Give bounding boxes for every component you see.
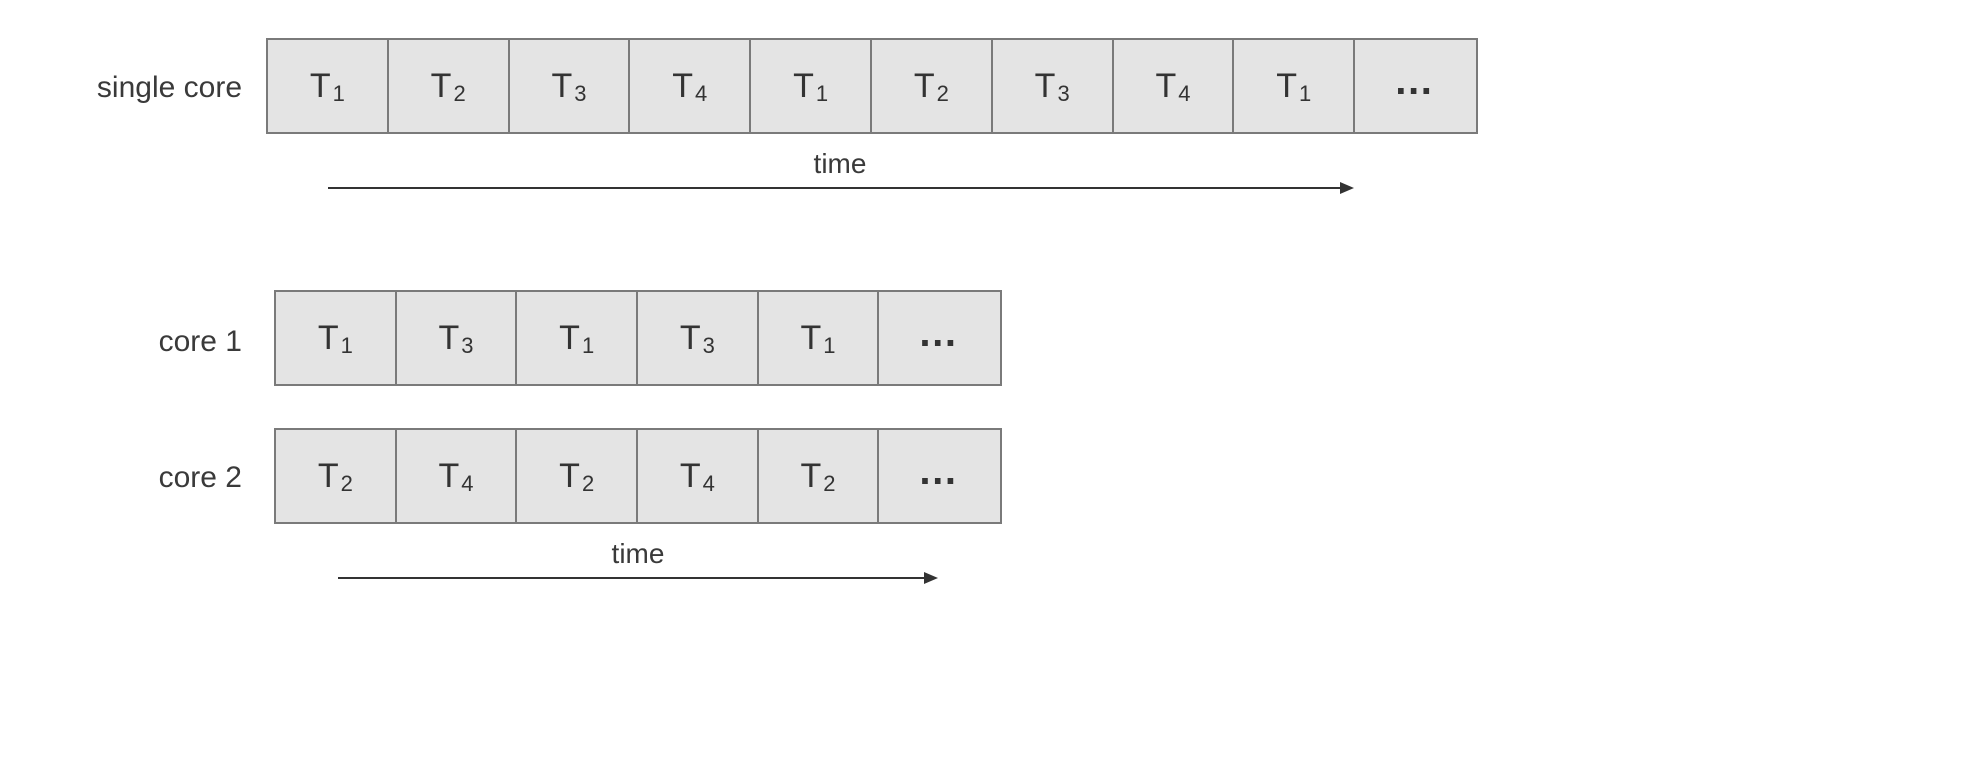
task-index: 4 xyxy=(461,471,474,496)
multi-core-time-label: time xyxy=(611,538,665,569)
task-index: 1 xyxy=(332,81,345,106)
task-name: T xyxy=(1276,66,1298,105)
task-index: 2 xyxy=(340,471,353,496)
task-index: 4 xyxy=(702,471,715,496)
task-name: T xyxy=(438,456,460,495)
task-index: 1 xyxy=(340,333,353,358)
task-name: T xyxy=(317,456,339,495)
task-name: T xyxy=(309,66,331,105)
task-index: 1 xyxy=(823,333,836,358)
task-index: 1 xyxy=(1299,81,1312,106)
task-name: T xyxy=(559,456,580,495)
task-name: T xyxy=(672,66,694,105)
task-name: T xyxy=(1034,66,1056,105)
single-core-track: T 1 T 2 T 3 T 4 T 1 T 2 T 3 T 4 T 1… xyxy=(266,38,1478,134)
task-name: T xyxy=(317,318,339,357)
ellipsis-text: … xyxy=(1393,58,1438,103)
multi-core-time-arrow xyxy=(338,572,938,584)
core1-label: core 1 xyxy=(158,325,242,358)
single-core-time-arrow xyxy=(328,182,1354,194)
ellipsis-cell: … xyxy=(879,430,1001,522)
task-index: 4 xyxy=(1178,81,1191,106)
task-index: 2 xyxy=(581,471,595,496)
core2-label: core 2 xyxy=(158,461,242,494)
ellipsis-text: … xyxy=(917,448,962,493)
task-index: 2 xyxy=(823,471,836,496)
task-index: 2 xyxy=(453,81,466,106)
task-index: 3 xyxy=(1057,81,1070,106)
task-index: 3 xyxy=(574,81,587,106)
task-index: 3 xyxy=(702,333,715,358)
ellipsis-text: … xyxy=(917,310,962,355)
task-index: 2 xyxy=(936,81,949,106)
task-index: 1 xyxy=(815,81,829,106)
ellipsis-cell: … xyxy=(879,292,1001,384)
task-name: T xyxy=(679,456,701,495)
single-core-label: single core xyxy=(96,71,242,104)
task-name: T xyxy=(1155,66,1177,105)
task-name: T xyxy=(800,456,822,495)
task-name: T xyxy=(559,318,580,357)
task-index: 1 xyxy=(581,333,595,358)
task-name: T xyxy=(793,66,814,105)
task-name: T xyxy=(679,318,701,357)
core1-track: T 1 T 3 T 1 T 3 T 1… xyxy=(274,290,1002,386)
single-core-time-label: time xyxy=(813,148,867,179)
task-name: T xyxy=(913,66,935,105)
task-name: T xyxy=(800,318,822,357)
task-name: T xyxy=(430,66,452,105)
task-index: 3 xyxy=(461,333,474,358)
core2-track: T 2 T 4 T 2 T 4 T 2… xyxy=(274,428,1002,524)
task-name: T xyxy=(551,66,573,105)
ellipsis-cell: … xyxy=(1355,40,1476,132)
task-index: 4 xyxy=(695,81,708,106)
task-name: T xyxy=(438,318,460,357)
